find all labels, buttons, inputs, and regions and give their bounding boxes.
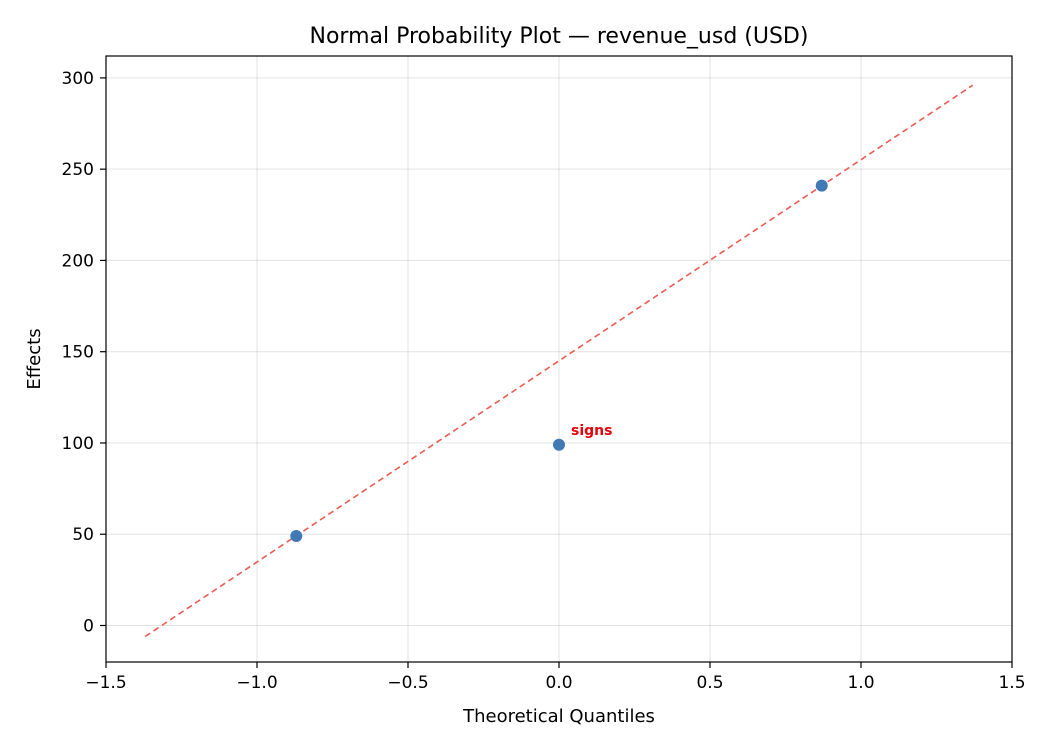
y-tick-label: 300	[62, 69, 94, 89]
x-tick-label: −1.5	[85, 673, 126, 693]
y-tick-label: 200	[62, 251, 94, 271]
y-tick-label: 100	[62, 434, 94, 454]
points-layer	[290, 179, 828, 543]
annotations-layer: signs	[571, 423, 612, 439]
data-point	[553, 438, 565, 451]
x-tick-label: −1.0	[236, 673, 277, 693]
reference-line	[144, 84, 974, 638]
x-tick-label: 0.5	[696, 673, 723, 693]
x-tick-label: 0.0	[545, 673, 572, 693]
x-tick-label: −0.5	[387, 673, 428, 693]
x-tick-label: 1.5	[998, 673, 1025, 693]
y-tick-label: 0	[83, 616, 94, 636]
point-annotation: signs	[571, 423, 612, 439]
data-point	[815, 179, 828, 192]
reference-line-layer	[144, 84, 974, 638]
x-tick-label: 1.0	[847, 673, 874, 693]
y-tick-label: 150	[62, 343, 94, 363]
data-point	[290, 530, 303, 543]
y-tick-label: 250	[62, 160, 94, 180]
grid	[105, 56, 1013, 662]
ticks: −1.5 −1.0 −0.5 0.0 0.5 1.0 1.5 0 50 100 150 200 250 3…	[62, 69, 1026, 693]
chart-title: Normal Probability Plot — revenue_usd (U…	[310, 24, 809, 49]
x-axis-label: Theoretical Quantiles	[462, 706, 655, 727]
y-tick-label: 50	[72, 525, 94, 545]
y-axis-label: Effects	[24, 328, 45, 389]
